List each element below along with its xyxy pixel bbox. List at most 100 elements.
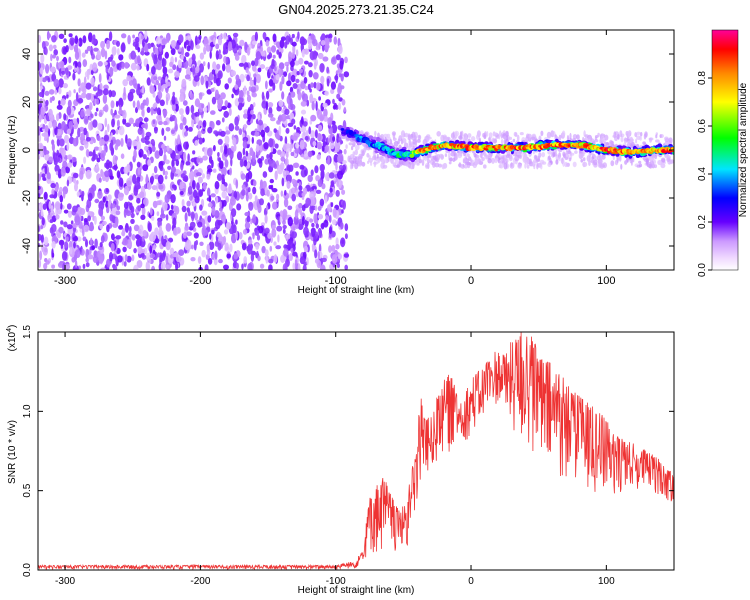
noise-blob [116, 48, 120, 56]
halo-blob [448, 161, 452, 165]
noise-blob [195, 240, 198, 246]
noise-blob [74, 35, 79, 45]
halo-blob [627, 131, 630, 138]
noise-blob [276, 120, 281, 125]
spectrogram-y-axis-label: Frequency (Hz) [7, 116, 18, 185]
noise-blob [128, 79, 134, 86]
noise-blob [142, 164, 149, 172]
noise-blob [261, 91, 265, 101]
noise-blob [326, 37, 329, 47]
noise-blob [185, 161, 191, 166]
noise-blob [274, 170, 278, 181]
noise-blob [59, 60, 65, 69]
noise-blob [308, 62, 313, 68]
noise-blob [222, 235, 227, 244]
noise-blob [67, 65, 73, 70]
noise-blob [98, 112, 103, 118]
halo-blob [599, 163, 605, 169]
noise-blob [105, 145, 108, 153]
halo-blob [400, 130, 406, 138]
noise-blob [207, 147, 213, 157]
noise-blob [42, 124, 46, 129]
halo-blob [539, 159, 545, 165]
halo-blob [358, 153, 363, 160]
noise-blob [284, 157, 289, 167]
noise-blob [44, 125, 49, 133]
noise-blob [197, 121, 200, 131]
noise-blob [191, 53, 196, 62]
noise-blob [74, 51, 80, 60]
noise-blob [220, 92, 226, 100]
y-tick-label: -20 [21, 190, 33, 206]
noise-blob [303, 226, 309, 236]
noise-blob [284, 189, 287, 196]
noise-blob [327, 138, 331, 143]
noise-blob [221, 117, 225, 123]
noise-blob [43, 262, 48, 270]
noise-blob [198, 137, 203, 145]
noise-blob [264, 214, 268, 224]
noise-blob [55, 214, 60, 220]
noise-blob [273, 128, 277, 133]
noise-blob [323, 108, 328, 118]
noise-blob [311, 101, 315, 111]
halo-blob [655, 139, 660, 143]
noise-blob [51, 188, 55, 196]
noise-blob [320, 264, 326, 270]
noise-blob [60, 67, 66, 73]
noise-blob [96, 90, 103, 97]
halo-blob [648, 163, 653, 169]
noise-blob [251, 60, 255, 66]
noise-blob [185, 141, 189, 150]
noise-blob [71, 156, 77, 163]
noise-blob [38, 259, 42, 268]
halo-blob [514, 132, 517, 137]
noise-blob [51, 264, 55, 269]
noise-blob [183, 151, 187, 162]
noise-blob [333, 102, 338, 110]
noise-blob [40, 53, 45, 64]
noise-blob [246, 74, 251, 82]
noise-blob [158, 184, 164, 190]
noise-blob [254, 57, 259, 67]
noise-blob [190, 40, 194, 51]
noise-blob [321, 145, 325, 152]
noise-blob [126, 255, 132, 263]
noise-blob [343, 148, 347, 155]
noise-blob [154, 238, 160, 244]
noise-blob [136, 184, 142, 190]
noise-blob [312, 50, 318, 60]
noise-blob [328, 192, 333, 198]
noise-blob [214, 219, 221, 230]
noise-blob [270, 195, 275, 201]
noise-blob [60, 220, 64, 225]
noise-blob [111, 207, 116, 213]
noise-blob [225, 64, 231, 73]
noise-blob [335, 243, 340, 250]
halo-blob [474, 159, 479, 165]
halo-blob [572, 138, 576, 142]
halo-blob [463, 151, 466, 157]
halo-blob [453, 136, 456, 141]
noise-blob [243, 256, 248, 264]
noise-blob [341, 209, 344, 214]
noise-blob [206, 243, 210, 252]
noise-blob [195, 44, 201, 50]
noise-blob [258, 225, 264, 234]
noise-blob [55, 170, 59, 176]
noise-blob [140, 248, 146, 254]
halo-blob [392, 132, 396, 139]
noise-blob [103, 149, 106, 157]
noise-blob [66, 141, 70, 151]
noise-blob [310, 114, 317, 122]
noise-blob [276, 193, 280, 201]
noise-blob [284, 41, 288, 49]
noise-blob [282, 263, 288, 270]
noise-blob [328, 226, 333, 235]
noise-blob [50, 205, 54, 214]
noise-blob [238, 90, 244, 98]
noise-blob [49, 227, 54, 234]
noise-blob [283, 197, 289, 208]
noise-blob [137, 167, 141, 175]
noise-blob [150, 175, 154, 183]
